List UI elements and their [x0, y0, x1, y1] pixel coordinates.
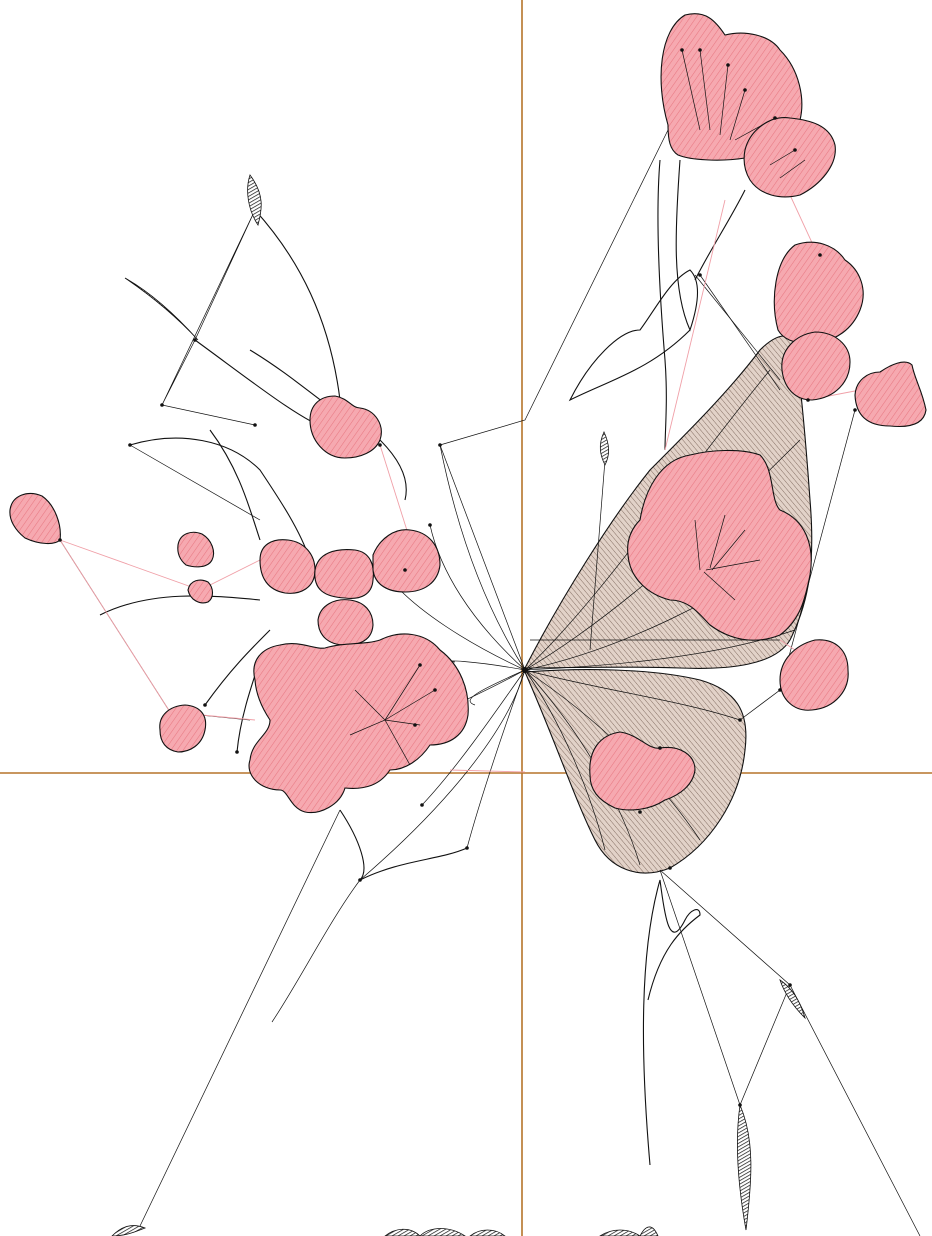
leaf-lower-right	[779, 979, 806, 1020]
leaf-top-left	[247, 174, 262, 226]
rose-small	[589, 731, 696, 811]
bud-far-right	[854, 361, 927, 428]
flower-right-middle	[773, 241, 927, 428]
bud-left-tiny	[187, 579, 214, 604]
flower-left-large	[159, 633, 469, 814]
stitch-nodes	[58, 48, 857, 1107]
leaf-bottom-left	[111, 1225, 147, 1236]
flower-right-round	[779, 639, 849, 711]
flower-left-middle	[9, 492, 441, 646]
bud-left-small	[177, 531, 215, 568]
cluster-left	[248, 633, 469, 814]
leaf-bottom-right	[736, 1103, 752, 1231]
flower-left-top	[309, 395, 382, 459]
flower-top-right	[660, 13, 836, 198]
round-bud	[779, 639, 849, 711]
leaf-center	[599, 431, 610, 466]
petal-left-d	[317, 599, 374, 646]
lily-large	[627, 449, 812, 641]
leaf-long-left	[124, 277, 199, 341]
flower-right-large	[627, 449, 812, 641]
leaf-bottom-mid-e	[639, 1226, 659, 1236]
leaf-bottom-mid-d	[599, 1229, 641, 1236]
leaves	[111, 174, 806, 1236]
bud-far-left	[9, 492, 61, 545]
leaf-bottom-mid-b	[419, 1228, 466, 1236]
tulip-right	[773, 241, 864, 344]
tulip-small-top	[743, 117, 836, 198]
leaf-bottom-mid-a	[384, 1228, 421, 1236]
bud-left-top	[309, 395, 382, 459]
flower-center-right	[589, 731, 696, 811]
petal-left-a	[259, 539, 316, 594]
bud-left-lower	[159, 704, 207, 753]
petal-left-c	[372, 529, 441, 593]
leaf-bottom-mid-c	[469, 1229, 506, 1236]
petal-left-b	[314, 549, 374, 599]
bud-right	[781, 331, 851, 401]
